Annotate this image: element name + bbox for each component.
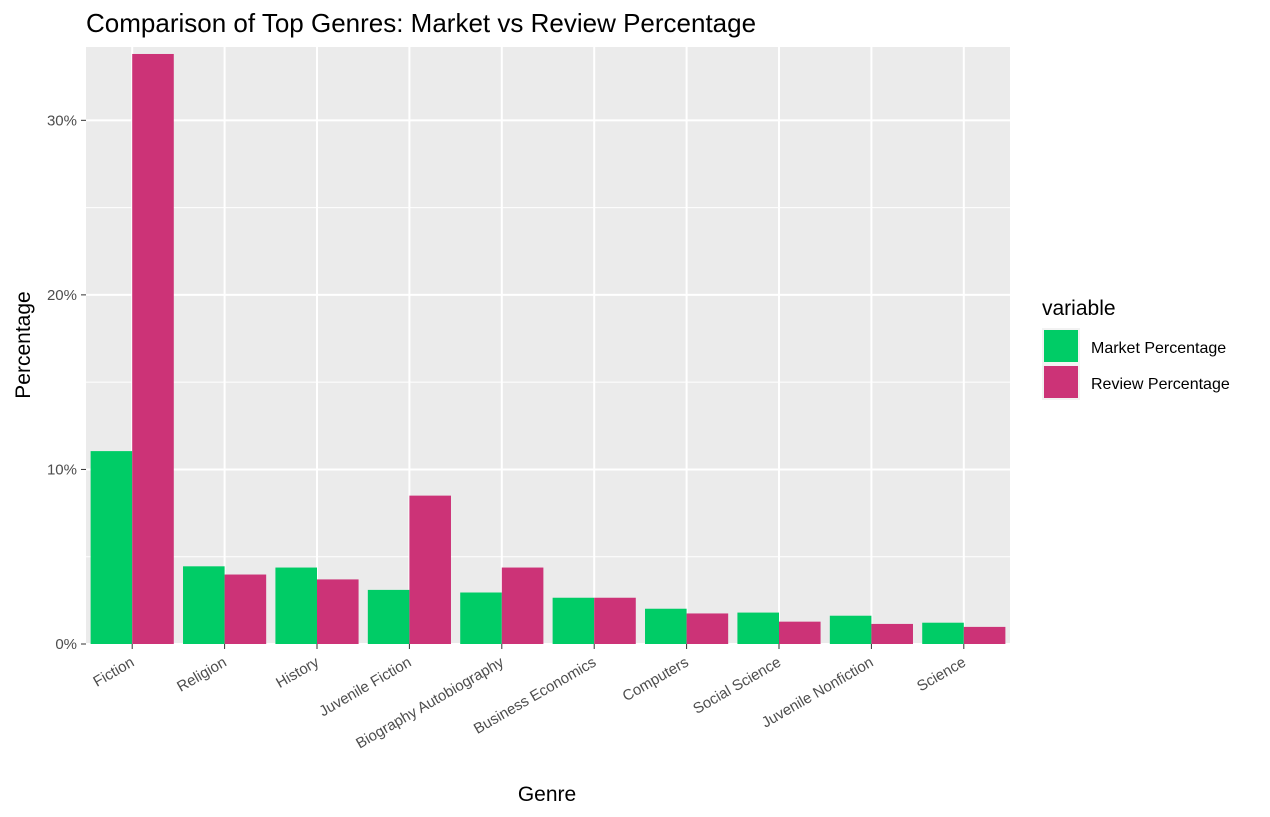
x-axis-title: Genre [518, 783, 576, 806]
x-tick-label: Social Science [690, 654, 784, 718]
bar-market [90, 451, 133, 644]
y-tick-label: 10% [47, 461, 77, 478]
y-tick-label: 20% [47, 287, 77, 304]
legend-swatch [1044, 330, 1078, 362]
bar-market [367, 589, 410, 644]
bar-market [922, 622, 964, 644]
legend-label: Market Percentage [1091, 340, 1226, 357]
bar-review [871, 623, 913, 644]
bar-review [317, 579, 359, 644]
bar-market [275, 567, 317, 644]
bar-review [963, 626, 1006, 644]
bar-review [409, 495, 451, 644]
bar-review [224, 574, 267, 644]
x-tick-label: Biography Autobiography [353, 653, 507, 752]
bar-review [501, 567, 544, 644]
bar-market [645, 608, 687, 644]
bar-review [132, 53, 174, 644]
plot-panel [86, 47, 1010, 644]
x-tick-label: Religion [174, 654, 229, 696]
y-tick-label: 0% [55, 636, 77, 653]
bar-market [737, 612, 779, 644]
chart-title: Comparison of Top Genres: Market vs Revi… [86, 8, 756, 38]
y-axis: 0% 10% 20% 30% [47, 112, 86, 653]
bar-review [779, 621, 821, 644]
bar-review [686, 613, 729, 644]
bar-market [552, 597, 595, 644]
bar-review [594, 597, 636, 644]
legend-label: Review Percentage [1091, 376, 1230, 393]
legend: variable Market Percentage Review Percent… [1042, 297, 1230, 400]
y-tick-label: 30% [47, 112, 77, 129]
bar-market [183, 566, 225, 644]
bar-market [460, 592, 502, 644]
legend-swatch [1044, 366, 1078, 398]
y-axis-title: Percentage [12, 291, 35, 398]
bars [90, 53, 1006, 644]
x-tick-label: Computers [620, 654, 692, 705]
bar-market [829, 615, 872, 644]
x-tick-label: History [273, 653, 322, 691]
x-tick-label: Science [914, 654, 969, 695]
x-tick-label: Fiction [90, 654, 137, 691]
legend-title: variable [1042, 297, 1116, 320]
